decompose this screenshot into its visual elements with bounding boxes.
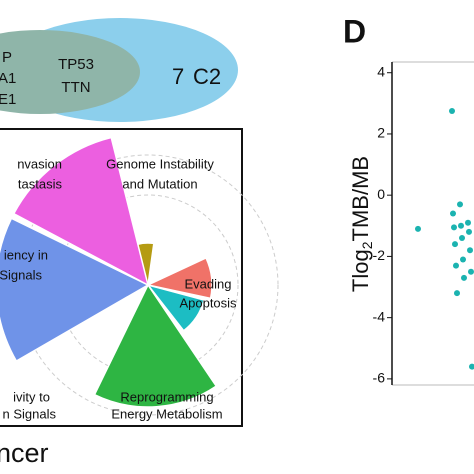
y-tick-label: 2: [377, 125, 385, 141]
data-point: [452, 241, 458, 248]
venn-label: TTN: [61, 79, 90, 96]
data-point: [449, 107, 455, 114]
rose-label: Signals: [0, 267, 42, 282]
rose-label: tastasis: [18, 176, 63, 191]
rose-label: and Mutation: [122, 176, 197, 191]
y-tick-label: 0: [377, 186, 385, 202]
data-point: [453, 262, 459, 269]
venn-label: E1: [0, 91, 16, 108]
rose-label: Evading: [185, 276, 232, 291]
rose-wedge: [0, 217, 150, 363]
rose-wedge: [12, 136, 150, 287]
venn-inner: [0, 30, 140, 114]
rose-wedge: [146, 283, 205, 332]
rose-label: iency in: [4, 247, 48, 262]
y-tick-label: -6: [373, 370, 386, 386]
caption: ncer: [0, 438, 49, 468]
data-point: [454, 290, 460, 297]
data-point: [467, 247, 473, 254]
rose-label: Reprogramming: [120, 389, 213, 404]
y-tick-label: 4: [377, 63, 385, 79]
data-point: [461, 274, 467, 281]
venn-label: A1: [0, 70, 16, 87]
data-point: [468, 268, 474, 275]
data-point: [465, 219, 471, 226]
data-point: [458, 222, 464, 229]
y-tick-label: -2: [373, 247, 386, 263]
venn-label: P: [2, 49, 12, 66]
rose-label: n Signals: [3, 406, 57, 421]
rose-label: ivity to: [13, 389, 50, 404]
rose-chart: [0, 136, 279, 416]
venn-label: TP53: [58, 56, 94, 73]
panel-letter: D: [343, 13, 366, 49]
data-point: [451, 224, 457, 231]
rose-label: nvasion: [17, 156, 62, 171]
y-axis-label-sub: 2: [359, 241, 375, 249]
venn-group: C2: [193, 64, 221, 89]
data-point: [450, 210, 456, 217]
data-point: [469, 363, 474, 370]
rose-label: Energy Metabolism: [111, 406, 222, 421]
rose-label: Apoptosis: [179, 295, 237, 310]
rose-wedge: [93, 283, 218, 408]
rose-label: Genome Instability: [106, 156, 214, 171]
panel-box: [0, 128, 243, 427]
scatter-plot: 4 2 0 -2 -4 -6: [373, 63, 474, 386]
data-point: [460, 256, 466, 263]
data-point: [466, 228, 472, 235]
data-point: [457, 201, 463, 208]
y-tick-label: -4: [373, 308, 386, 324]
data-point: [415, 225, 421, 232]
data-point: [459, 235, 465, 242]
y-axis-label-main: Tlog: [348, 249, 373, 292]
y-axis-label: Tlog2TMB/MB: [348, 156, 375, 292]
rose-wedge: [145, 256, 213, 300]
y-axis-label-rest: TMB/MB: [348, 156, 373, 242]
venn-count: 7: [172, 64, 184, 89]
